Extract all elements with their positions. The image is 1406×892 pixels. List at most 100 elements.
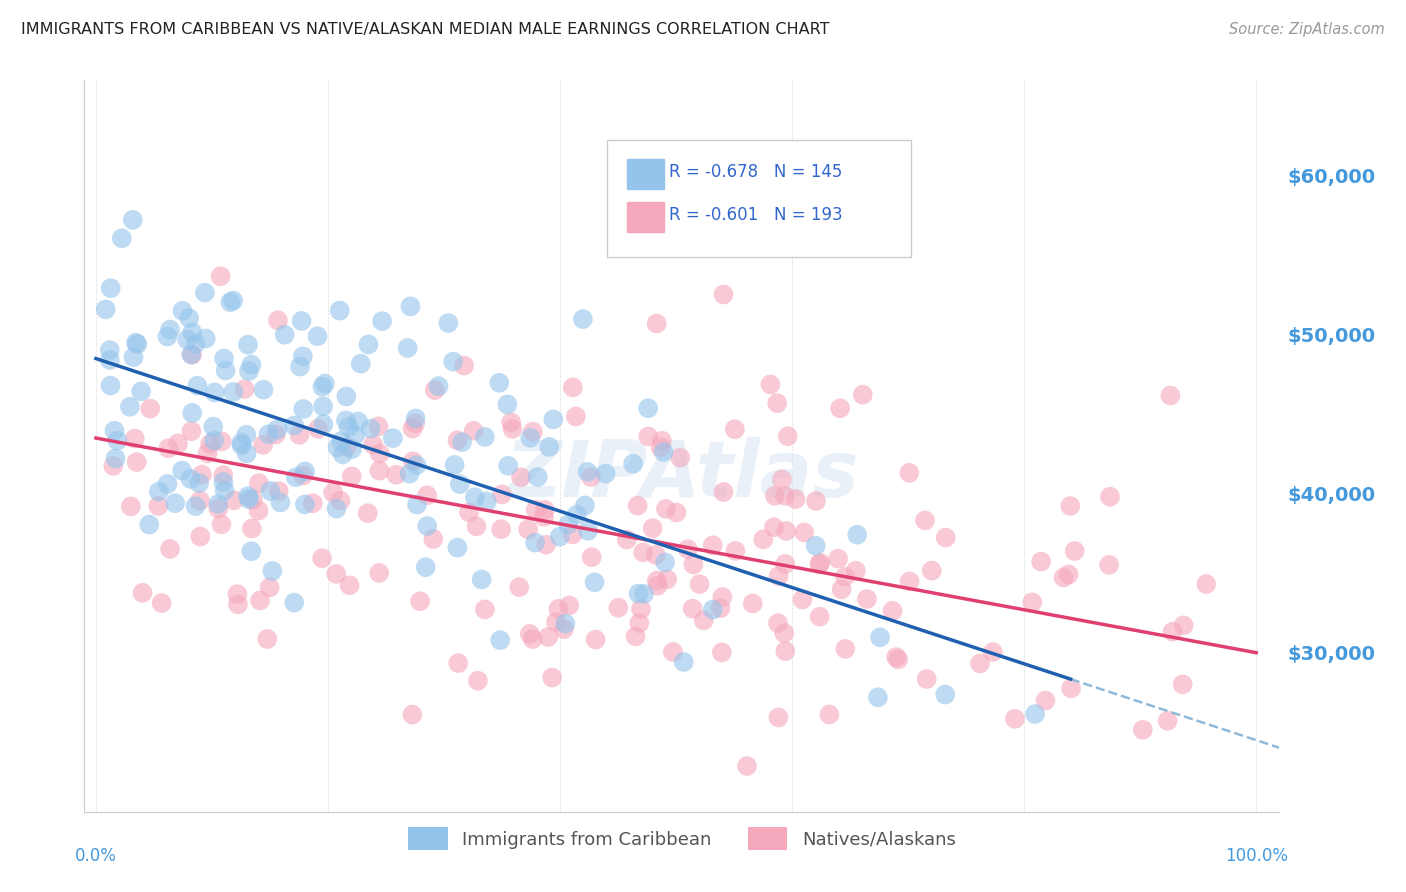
Point — [522, 425, 544, 439]
Point — [471, 573, 494, 587]
Point — [191, 467, 214, 482]
Point — [291, 349, 314, 363]
Point — [583, 575, 606, 590]
Point — [834, 570, 856, 584]
Point — [406, 498, 429, 512]
Point — [652, 445, 675, 459]
Point — [534, 503, 557, 517]
Point — [510, 470, 533, 484]
Point — [357, 506, 380, 520]
Point — [869, 630, 891, 644]
Point — [773, 557, 796, 571]
Point — [343, 428, 366, 442]
Point — [641, 521, 664, 535]
Point — [752, 533, 775, 547]
Point — [273, 327, 295, 342]
Point — [645, 317, 668, 331]
Point — [396, 341, 419, 355]
Point — [852, 387, 875, 401]
Point — [533, 509, 555, 524]
Point — [544, 615, 567, 629]
Point — [402, 454, 425, 468]
Point — [416, 488, 439, 502]
Point — [181, 406, 204, 420]
Point — [898, 574, 921, 589]
Point — [325, 501, 347, 516]
Point — [371, 314, 394, 328]
Point — [773, 626, 796, 640]
Point — [368, 566, 391, 580]
Point — [231, 436, 253, 450]
Point — [238, 364, 260, 378]
Point — [633, 587, 655, 601]
Point — [1156, 714, 1178, 728]
Point — [524, 535, 547, 549]
Point — [474, 602, 496, 616]
Point — [357, 337, 380, 351]
Point — [651, 434, 673, 448]
Point — [770, 473, 793, 487]
Point — [792, 592, 814, 607]
Point — [398, 467, 420, 481]
Point — [458, 505, 481, 519]
Point — [557, 517, 579, 532]
Point — [449, 477, 471, 491]
Point — [702, 538, 724, 552]
Point — [332, 447, 354, 461]
Point — [138, 517, 160, 532]
Point — [180, 424, 202, 438]
Point — [415, 560, 437, 574]
Point — [202, 419, 225, 434]
Point — [179, 311, 201, 326]
Point — [804, 539, 827, 553]
Point — [103, 458, 125, 473]
Point — [405, 411, 427, 425]
Point — [121, 212, 143, 227]
Point — [294, 465, 316, 479]
Point — [547, 602, 569, 616]
Point — [259, 581, 281, 595]
Point — [100, 378, 122, 392]
Legend: Immigrants from Caribbean, Natives/Alaskans: Immigrants from Caribbean, Natives/Alask… — [401, 820, 963, 857]
Point — [446, 541, 468, 555]
Point — [565, 409, 588, 424]
Point — [381, 431, 404, 445]
Point — [1024, 706, 1046, 721]
Point — [630, 602, 652, 616]
Point — [561, 380, 583, 394]
Point — [831, 582, 853, 597]
Text: R = -0.601   N = 193: R = -0.601 N = 193 — [669, 206, 842, 224]
Point — [329, 303, 352, 318]
Point — [766, 396, 789, 410]
Point — [422, 532, 444, 546]
Point — [650, 440, 672, 454]
Point — [181, 348, 204, 362]
Point — [188, 476, 211, 491]
Point — [887, 652, 910, 666]
Point — [211, 434, 233, 449]
Point — [267, 483, 290, 498]
Point — [1171, 677, 1194, 691]
Point — [759, 377, 782, 392]
Point — [595, 467, 617, 481]
Point — [252, 438, 274, 452]
Point — [307, 329, 329, 343]
Point — [288, 359, 311, 374]
Point — [170, 464, 193, 478]
Point — [645, 574, 668, 588]
Point — [1195, 577, 1218, 591]
Point — [368, 447, 391, 461]
Point — [125, 335, 148, 350]
Point — [1098, 558, 1121, 572]
Point — [264, 427, 287, 442]
Point — [340, 469, 363, 483]
Point — [437, 316, 460, 330]
Point — [326, 441, 349, 455]
Point — [1052, 570, 1074, 584]
Point — [773, 489, 796, 503]
Point — [628, 615, 651, 630]
Point — [219, 295, 242, 310]
Point — [488, 376, 510, 390]
Point — [361, 438, 384, 452]
Point — [711, 590, 734, 604]
